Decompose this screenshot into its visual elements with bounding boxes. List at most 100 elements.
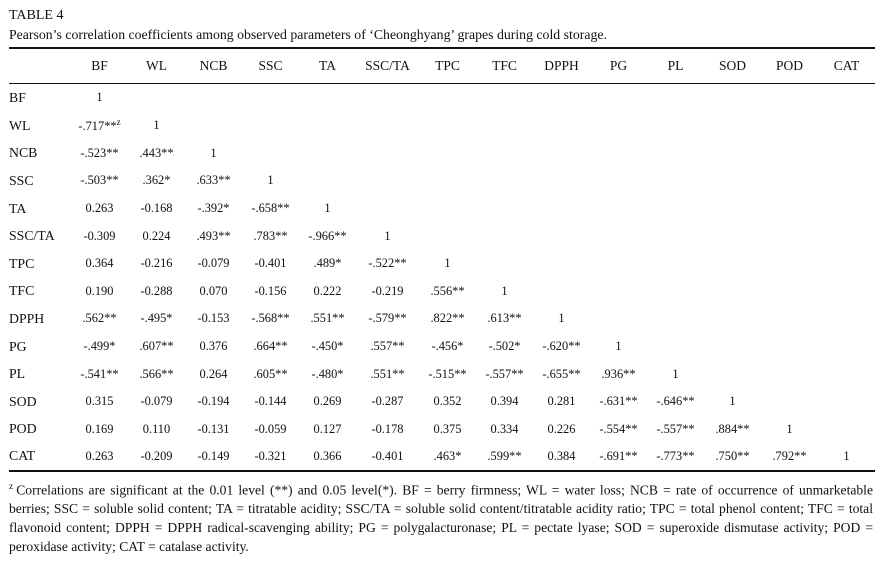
correlation-cell [356, 195, 419, 223]
correlation-cell: 1 [615, 339, 622, 354]
row-label: SSC [9, 172, 34, 188]
correlation-cell: -0.219 [371, 283, 404, 298]
correlation-cell: .443** [139, 145, 174, 160]
correlation-cell: .489* [313, 256, 342, 271]
correlation-cell [476, 222, 533, 250]
table-row: SSC -.503** .362* .633** 1 [9, 167, 875, 195]
correlation-cell [185, 112, 242, 140]
correlation-cell: -.631** [599, 394, 638, 409]
correlation-cell [647, 167, 704, 195]
correlation-cell [128, 83, 185, 112]
correlation-cell: 0.110 [142, 421, 171, 436]
correlation-cell: -.502* [488, 339, 521, 354]
correlation-cell: -0.178 [371, 421, 404, 436]
correlation-cell: 1 [843, 448, 850, 463]
correlation-table-body: BF 1 WL -.717**z 1 NCB -.523** .443** 1 SSC -.503*… [9, 83, 875, 471]
column-header: SOD [704, 48, 761, 84]
correlation-cell: -.515** [428, 366, 467, 381]
correlation-cell: -.717**z [78, 117, 121, 134]
table-row: SOD 0.315 -0.079 -0.194 -0.144 0.269 -0.287 0.3… [9, 388, 875, 416]
table-row: TFC 0.190 -0.288 0.070 -0.156 0.222 -0.219 .556… [9, 278, 875, 306]
correlation-cell: 0.366 [313, 448, 342, 463]
correlation-cell: -.655** [542, 366, 581, 381]
correlation-cell: -.456* [431, 339, 464, 354]
correlation-cell [590, 195, 647, 223]
correlation-cell [647, 112, 704, 140]
correlation-cell [704, 305, 761, 333]
row-label: SOD [9, 393, 37, 409]
correlation-cell: -0.209 [140, 448, 173, 463]
column-header [9, 48, 71, 84]
correlation-cell: .566** [139, 366, 174, 381]
correlation-cell [818, 333, 875, 361]
correlation-cell: 0.352 [433, 394, 462, 409]
correlation-cell: -.966** [308, 228, 347, 243]
correlation-cell [818, 222, 875, 250]
correlation-cell: .613** [487, 311, 522, 326]
row-label: PL [9, 366, 26, 382]
correlation-cell: .599** [487, 448, 522, 463]
table-row: WL -.717**z 1 [9, 112, 875, 140]
correlation-cell [590, 83, 647, 112]
correlation-cell [761, 140, 818, 168]
row-label: TPC [9, 255, 35, 271]
correlation-cell [818, 278, 875, 306]
correlation-cell [476, 167, 533, 195]
correlation-cell: .884** [715, 421, 750, 436]
correlation-cell [704, 83, 761, 112]
correlation-cell: -0.401 [254, 256, 287, 271]
correlation-cell [419, 167, 476, 195]
row-label: BF [9, 89, 26, 105]
correlation-cell: .605** [253, 366, 288, 381]
correlation-cell: .562** [82, 311, 117, 326]
correlation-cell [761, 250, 818, 278]
column-header: CAT [818, 48, 875, 84]
column-header: TA [299, 48, 356, 84]
correlation-cell: 0.070 [199, 283, 228, 298]
correlation-cell [242, 112, 299, 140]
correlation-cell [647, 140, 704, 168]
correlation-cell [704, 360, 761, 388]
correlation-cell: 0.384 [547, 448, 576, 463]
correlation-cell [419, 195, 476, 223]
correlation-cell [419, 83, 476, 112]
correlation-cell: -.523** [80, 145, 119, 160]
correlation-cell: -0.321 [254, 448, 287, 463]
correlation-cell: -.691** [599, 448, 638, 463]
correlation-cell: 1 [96, 90, 103, 105]
correlation-cell: -.541** [80, 366, 119, 381]
correlation-cell: 1 [501, 283, 508, 298]
correlation-cell: -.503** [80, 173, 119, 188]
correlation-cell: 1 [153, 118, 160, 133]
correlation-cell [647, 195, 704, 223]
column-header: SSC [242, 48, 299, 84]
correlation-cell: -0.131 [197, 421, 230, 436]
correlation-cell: 1 [672, 366, 679, 381]
correlation-cell [590, 167, 647, 195]
row-label: POD [9, 421, 37, 437]
table-row: BF 1 [9, 83, 875, 112]
correlation-cell: -0.149 [197, 448, 230, 463]
row-label: SSC/TA [9, 228, 55, 244]
correlation-cell: .607** [139, 339, 174, 354]
correlation-cell [761, 388, 818, 416]
correlation-cell [533, 167, 590, 195]
correlation-cell: -.620** [542, 339, 581, 354]
correlation-cell [356, 167, 419, 195]
correlation-cell: 0.264 [199, 366, 228, 381]
correlation-cell [185, 83, 242, 112]
correlation-cell: 0.224 [142, 228, 171, 243]
footnote-marker: z [9, 481, 14, 492]
correlation-cell: -0.156 [254, 283, 287, 298]
correlation-cell [299, 140, 356, 168]
row-label: DPPH [9, 310, 45, 326]
correlation-cell: 0.269 [313, 394, 342, 409]
correlation-cell: .556** [430, 283, 465, 298]
column-header: NCB [185, 48, 242, 84]
correlation-cell: -.646** [656, 394, 695, 409]
correlation-cell [476, 83, 533, 112]
correlation-table-head-row: BF WL NCB SSC TA SSC/TA TPC TFC DPPH PG PL SOD POD CA… [9, 48, 875, 84]
correlation-cell [476, 140, 533, 168]
correlation-cell: .633** [196, 173, 231, 188]
